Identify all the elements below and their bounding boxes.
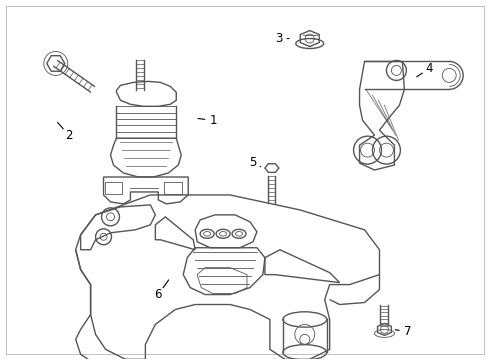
- Bar: [164, 182, 182, 194]
- Text: 3: 3: [275, 32, 283, 45]
- Bar: [104, 182, 122, 194]
- Text: 6: 6: [154, 288, 162, 301]
- Text: 5: 5: [249, 156, 257, 168]
- Text: 7: 7: [404, 325, 411, 338]
- Text: 4: 4: [425, 62, 433, 75]
- Text: 1: 1: [209, 114, 217, 127]
- Text: 2: 2: [65, 129, 73, 142]
